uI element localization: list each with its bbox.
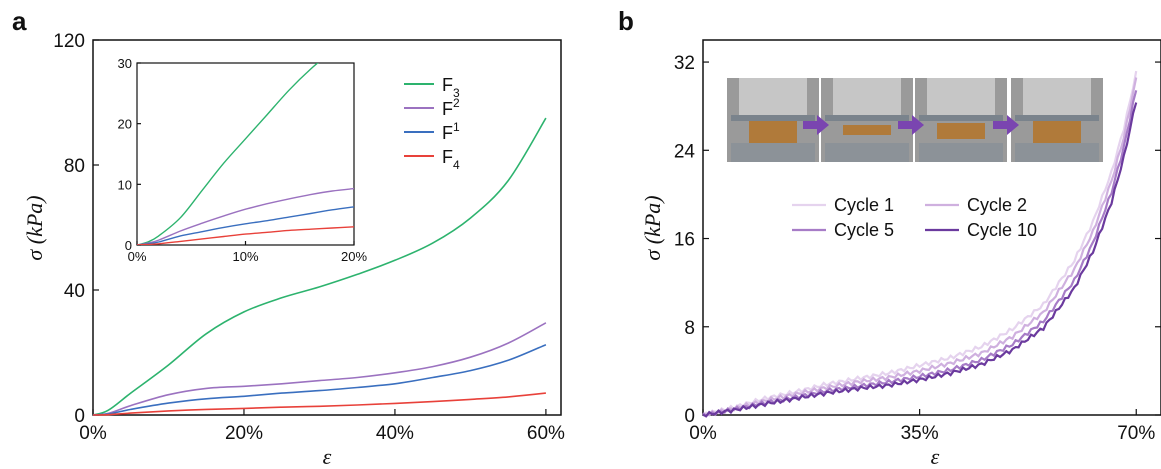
x-tick-label: 10% xyxy=(232,249,258,264)
chart-a-inset: 0% 10% 20% 0 10 20 30 xyxy=(118,56,368,264)
y-tick-label: 80 xyxy=(64,156,85,177)
inset-frame xyxy=(136,62,355,246)
x-tick-label: 0% xyxy=(689,423,717,444)
photo-frame xyxy=(1011,78,1103,162)
series-line xyxy=(92,322,547,416)
compression-photo-sequence xyxy=(727,78,1103,162)
legend-label: Cycle 1 xyxy=(834,195,894,215)
legend-label: Cycle 10 xyxy=(967,220,1037,240)
y-tick-label: 32 xyxy=(674,53,695,74)
arrow-icon xyxy=(898,115,924,135)
x-tick-label: 0% xyxy=(79,423,107,444)
arrow-icon xyxy=(993,115,1019,135)
series-line xyxy=(137,226,354,245)
x-tick-label: 60% xyxy=(527,423,565,444)
chart-a-frame xyxy=(92,39,562,416)
series-line xyxy=(702,70,1138,417)
y-tick-label: 30 xyxy=(118,56,132,71)
x-tick-label: 0% xyxy=(128,249,147,264)
x-tick-label: 20% xyxy=(341,249,367,264)
chart-b-y-axis-title: σ (kPa) xyxy=(640,195,665,260)
y-tick-label: 8 xyxy=(684,318,695,339)
chart-b-legend: Cycle 1 Cycle 2 Cycle 5 Cycle 10 xyxy=(792,195,1037,240)
legend-label: F4 xyxy=(442,147,460,172)
series-line xyxy=(702,102,1138,418)
x-tick-label: 20% xyxy=(225,423,263,444)
chart-b-frame xyxy=(702,39,1161,416)
y-tick-label: 0 xyxy=(684,406,695,427)
x-tick-label: 35% xyxy=(901,423,939,444)
photo-frame xyxy=(915,78,1007,162)
y-tick-label: 20 xyxy=(118,117,132,132)
series-line xyxy=(702,77,1138,417)
legend-label: F2 xyxy=(442,96,460,119)
series-line xyxy=(92,343,547,416)
inset-x-tick-labels: 0% 10% 20% xyxy=(128,249,368,264)
photo-frame xyxy=(727,78,819,162)
y-tick-label: 0 xyxy=(74,406,85,427)
y-tick-label: 24 xyxy=(674,141,696,162)
chart-b-x-axis-title: ε xyxy=(931,444,940,469)
series-line xyxy=(137,63,319,245)
chart-b-y-tick-labels: 0 8 16 24 32 xyxy=(674,53,696,427)
y-tick-label: 120 xyxy=(53,31,85,52)
y-tick-label: 0 xyxy=(125,238,132,253)
chart-a-x-axis-title: ε xyxy=(323,444,332,469)
chart-a-y-tick-labels: 0 40 80 120 xyxy=(53,31,85,427)
series-line xyxy=(92,392,546,416)
inset-y-tick-labels: 0 10 20 30 xyxy=(118,56,132,253)
y-tick-label: 16 xyxy=(674,230,695,251)
chart-b-x-tick-labels: 0% 35% 70% xyxy=(689,423,1155,444)
series-line xyxy=(92,117,547,416)
arrow-icon xyxy=(803,115,829,135)
y-tick-label: 10 xyxy=(118,177,132,192)
x-tick-label: 40% xyxy=(376,423,414,444)
x-tick-label: 70% xyxy=(1117,423,1155,444)
series-line xyxy=(137,206,354,245)
chart-b-lines xyxy=(702,70,1138,418)
legend-label: Cycle 2 xyxy=(967,195,1027,215)
inset-lines xyxy=(137,63,354,245)
panel-label-b: b xyxy=(618,6,634,36)
chart-a-lines xyxy=(92,117,547,416)
y-tick-label: 40 xyxy=(64,281,85,302)
panel-label-a: a xyxy=(12,6,27,36)
legend-label: F1 xyxy=(442,120,460,143)
chart-a-x-tick-labels: 0% 20% 40% 60% xyxy=(79,423,565,444)
series-line xyxy=(137,187,354,245)
photo-frame xyxy=(821,78,913,162)
chart-a-y-axis-title: σ (kPa) xyxy=(22,195,47,260)
legend-label: Cycle 5 xyxy=(834,220,894,240)
